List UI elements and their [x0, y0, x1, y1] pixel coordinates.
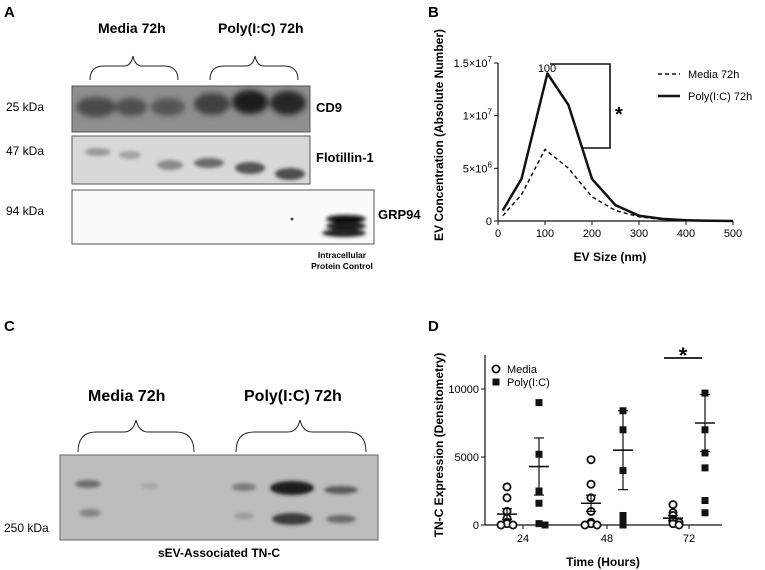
- panel-b-significance-star: *: [615, 104, 623, 126]
- panel-c: C Media 72h Poly(I:C) 72h 250 kDa sEV-As…: [4, 318, 379, 560]
- panel-a-brace-left: [89, 55, 179, 81]
- panel-b-y-axis-label: EV Concentration (Absolute Number): [432, 29, 446, 241]
- panel-a-group-right: Poly(I:C) 72h: [218, 20, 304, 36]
- media-point: [592, 520, 602, 530]
- panel-a: A Media 72h Poly(I:C) 72h: [4, 4, 421, 271]
- poly-point: [535, 399, 543, 407]
- panel-b-x-axis-label: EV Size (nm): [574, 250, 647, 264]
- control-label-line1: Intracellular: [318, 250, 367, 260]
- legend-poly-text: Poly(I:C): [507, 377, 550, 389]
- flotillin-kda: 47 kDa: [6, 144, 44, 158]
- grp94-kda: 94 kDa: [6, 204, 44, 218]
- poly-point: [701, 389, 709, 397]
- panel-b-x-tick-label: 100: [536, 228, 554, 240]
- poly-point: [541, 521, 549, 529]
- panel-d-x-axis-label: Time (Hours): [566, 555, 640, 569]
- poly-point: [535, 520, 543, 528]
- panel-b-x-tick-label: 0: [495, 228, 501, 240]
- panel-c-letter: C: [4, 318, 15, 335]
- panel-b-significance-bracket: [550, 63, 611, 149]
- poly-point: [701, 449, 709, 457]
- panel-c-group-left: Media 72h: [88, 388, 165, 405]
- panel-c-brace-left: [77, 419, 195, 453]
- legend-media-label: Media 72h: [688, 69, 739, 81]
- panel-d-legend: Media Poly(I:C): [491, 364, 550, 389]
- panel-a-group-left: Media 72h: [98, 20, 166, 36]
- media-point: [586, 455, 596, 465]
- panel-b-letter: B: [428, 4, 439, 21]
- cd9-bands: [76, 90, 306, 117]
- grp94-label: GRP94: [378, 207, 421, 222]
- panel-c-brace-right: [235, 419, 367, 453]
- grp94-bands: [290, 215, 366, 237]
- legend-media-marker: [491, 364, 501, 374]
- media-point: [508, 520, 518, 530]
- panel-a-brace-right: [209, 55, 299, 81]
- panel-d-x-tick-label: 48: [601, 533, 613, 545]
- media-point: [502, 493, 512, 503]
- legend-poly-label: Poly(I:C) 72h: [688, 91, 752, 103]
- panel-b-y-tick-label: 1.5×107: [454, 55, 493, 70]
- tnc-bands: [75, 480, 358, 525]
- panel-c-caption: sEV-Associated TN-C: [158, 546, 280, 560]
- flotillin-label: Flotillin-1: [316, 150, 374, 165]
- cd9-kda: 25 kDa: [6, 100, 44, 114]
- media-point: [580, 520, 590, 530]
- flotillin-bands: [85, 148, 305, 180]
- media-point: [496, 520, 506, 530]
- poly-point: [619, 516, 627, 524]
- panel-d-y-axis-label: TN-C Expression (Densitometry): [432, 353, 446, 538]
- series-poly-line: [501, 72, 734, 223]
- panel-b-x-tick-label: 500: [724, 228, 742, 240]
- media-point: [674, 520, 684, 530]
- panel-d-significance-star: *: [679, 343, 688, 368]
- poly-point: [701, 497, 709, 505]
- panel-b-x-tick-label: 300: [630, 228, 648, 240]
- poly-point: [701, 509, 709, 517]
- panel-d-x-tick-label: 72: [683, 533, 695, 545]
- series-media-line: [502, 148, 734, 222]
- media-point: [586, 479, 596, 489]
- panel-b-plot: 0 100 200 300 400 500 0 5×106 1×107 1.5×107: [454, 55, 743, 240]
- control-label-line2: Protein Control: [311, 261, 373, 271]
- poly-point: [619, 521, 627, 529]
- panel-c-group-right: Poly(I:C) 72h: [244, 388, 342, 405]
- panel-d-y-tick-label: 0: [473, 520, 479, 532]
- panel-b-y-tick-label: 5×106: [463, 160, 493, 175]
- panel-c-kda: 250 kDa: [4, 521, 49, 535]
- legend-poly-marker: [492, 378, 500, 386]
- flotillin-blot: [71, 135, 311, 185]
- panel-d-y-tick-label: 10000: [448, 384, 479, 396]
- poly-point: [535, 499, 543, 507]
- poly-point: [701, 464, 709, 472]
- panel-d-plot: 0 5000 10000 24 48 72: [448, 355, 722, 545]
- legend-media-text: Media: [507, 364, 538, 376]
- panel-b-annotation: 100: [538, 63, 556, 75]
- panel-b-x-tick-label: 200: [583, 228, 601, 240]
- poly-point: [619, 511, 627, 519]
- media-point: [668, 500, 678, 510]
- panel-a-letter: A: [4, 4, 15, 21]
- cd9-label: CD9: [316, 100, 342, 115]
- panel-b-legend: Media 72h Poly(I:C) 72h: [658, 69, 752, 103]
- panel-b-y-tick-label: 0: [486, 216, 492, 228]
- panel-b-y-tick-label: 1×107: [463, 108, 493, 123]
- panel-d-y-tick-label: 5000: [455, 452, 479, 464]
- panel-d-x-tick-label: 24: [517, 533, 529, 545]
- media-point: [502, 482, 512, 492]
- panel-b: B EV Concentration (Absolute Number) EV …: [428, 4, 752, 264]
- panel-d: D TN-C Expression (Densitometry) Time (H…: [428, 318, 722, 569]
- panel-d-letter: D: [428, 318, 439, 335]
- tnc-blot: [59, 454, 379, 541]
- grp94-blot: [71, 189, 375, 245]
- panel-b-x-tick-label: 400: [677, 228, 695, 240]
